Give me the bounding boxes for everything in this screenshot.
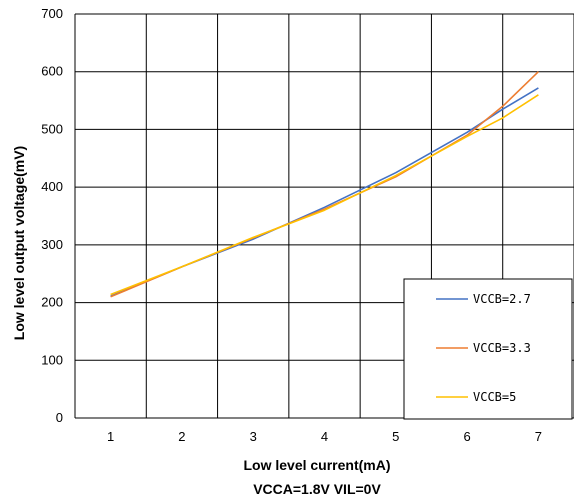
series-line-1 (110, 87, 539, 297)
y-axis-title: Low level output voltage(mV) (11, 146, 27, 340)
x-tick-label: 1 (107, 429, 114, 444)
x-tick-label: 2 (178, 429, 185, 444)
series-line-3 (110, 94, 539, 296)
y-tick-label: 300 (41, 237, 63, 252)
legend-label: VCCB=3.3 (473, 341, 531, 355)
chart-subtitle: VCCA=1.8V VIL=0V (253, 481, 381, 497)
legend-box (403, 278, 573, 420)
x-axis-title: Low level current(mA) (243, 457, 390, 473)
y-tick-label: 0 (56, 410, 63, 425)
y-tick-label: 600 (41, 64, 63, 79)
y-tick-label: 200 (41, 295, 63, 310)
x-tick-label: 4 (321, 429, 328, 444)
y-tick-label: 400 (41, 179, 63, 194)
legend-label: VCCB=2.7 (473, 292, 531, 306)
y-tick-label: 100 (41, 352, 63, 367)
x-tick-label: 5 (392, 429, 399, 444)
x-tick-labels: 1 2 3 4 5 6 7 (107, 429, 542, 444)
legend: VCCB=2.7 VCCB=3.3 VCCB=5 (403, 278, 573, 420)
y-tick-labels: 0 100 200 300 400 500 600 700 (41, 6, 63, 425)
x-tick-label: 6 (463, 429, 470, 444)
legend-label: VCCB=5 (473, 390, 516, 404)
y-tick-label: 500 (41, 121, 63, 136)
x-tick-label: 7 (535, 429, 542, 444)
series-line-2 (110, 71, 539, 298)
y-tick-label: 700 (41, 6, 63, 21)
series-lines (110, 71, 539, 298)
x-tick-label: 3 (250, 429, 257, 444)
